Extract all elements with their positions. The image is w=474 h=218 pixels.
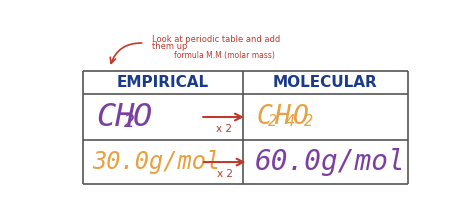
FancyArrowPatch shape [110,43,142,63]
Text: them up: them up [152,43,188,51]
Text: CH: CH [96,102,135,133]
Text: 2: 2 [304,114,313,129]
Text: EMPIRICAL: EMPIRICAL [117,75,209,90]
Text: H: H [274,104,290,130]
Text: x 2: x 2 [217,169,233,179]
Text: MOLECULAR: MOLECULAR [273,75,378,90]
Text: formula M.M (molar mass): formula M.M (molar mass) [174,51,275,60]
Text: Look at periodic table and add: Look at periodic table and add [152,35,281,44]
Text: O: O [133,102,152,133]
Text: C: C [257,104,273,130]
Text: 4: 4 [285,114,295,129]
Text: 60.0g/mol: 60.0g/mol [255,148,405,176]
Text: 2: 2 [124,113,135,131]
Text: x 2: x 2 [216,124,232,134]
Text: 30.0g/mol: 30.0g/mol [92,150,220,174]
Text: 2: 2 [268,114,277,129]
Text: O: O [292,104,309,130]
